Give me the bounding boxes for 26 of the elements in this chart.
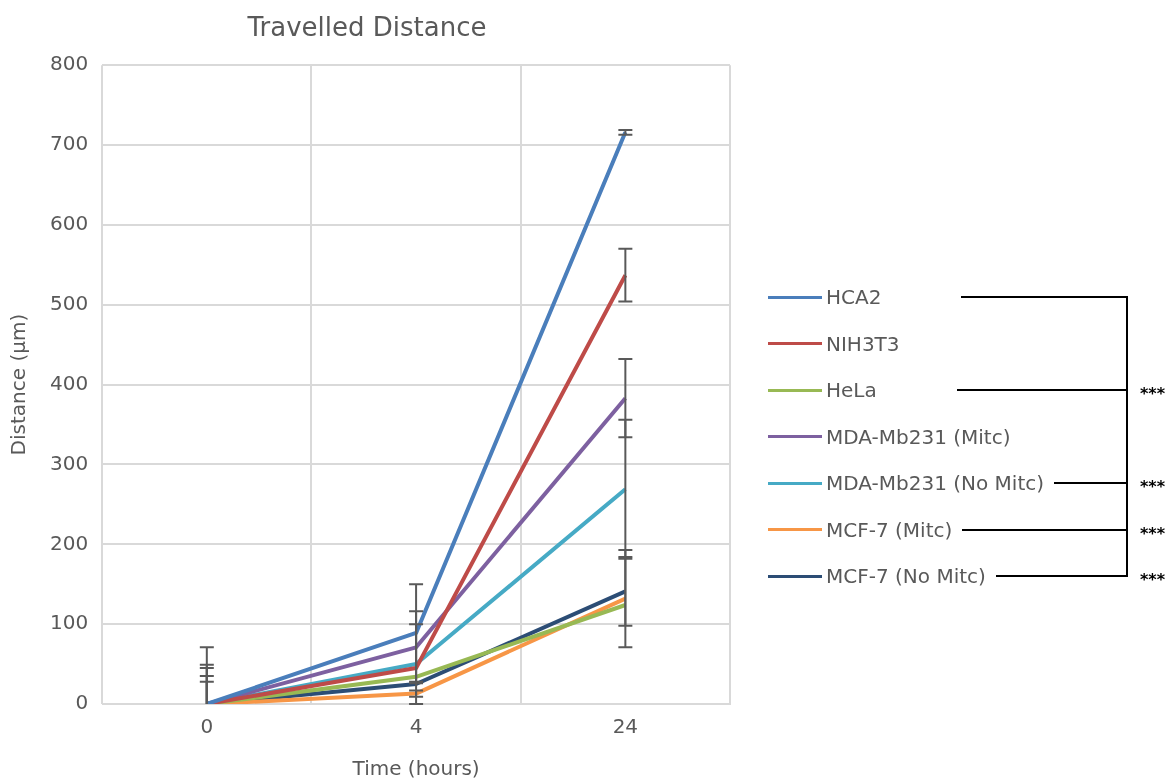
y-tick-label: 400 xyxy=(49,370,89,395)
y-tick-label: 600 xyxy=(49,211,89,236)
legend-label: NIH3T3 xyxy=(826,331,900,356)
x-tick-label: 24 xyxy=(612,714,639,739)
y-tick-label: 800 xyxy=(49,51,89,76)
y-tick-label: 0 xyxy=(75,690,89,715)
y-tick-label: 500 xyxy=(49,290,89,315)
text: *** xyxy=(1140,570,1166,590)
legend-label: MDA-Mb231 (Mitc) xyxy=(826,424,1011,449)
y-tick-label: 100 xyxy=(49,610,89,635)
x-axis-title: Time (hours) xyxy=(351,756,480,781)
x-tick-label: 4 xyxy=(409,714,423,739)
y-tick-label: 700 xyxy=(49,131,89,156)
legend-label: HCA2 xyxy=(826,285,882,310)
y-tick-label: 200 xyxy=(49,530,89,555)
legend-label: HeLa xyxy=(826,378,877,403)
y-tick-label: 300 xyxy=(49,450,89,475)
y-axis-title: Distance (µm) xyxy=(6,313,31,456)
x-tick-label: 0 xyxy=(200,714,214,739)
text: *** xyxy=(1140,477,1166,497)
legend-label: MDA-Mb231 (No Mitc) xyxy=(826,471,1045,496)
legend-label: MCF-7 (Mitc) xyxy=(826,517,953,542)
text: *** xyxy=(1140,384,1166,404)
text: *** xyxy=(1140,523,1166,543)
legend-label: MCF-7 (No Mitc) xyxy=(826,564,986,589)
chart-title: Travelled Distance xyxy=(246,12,487,43)
